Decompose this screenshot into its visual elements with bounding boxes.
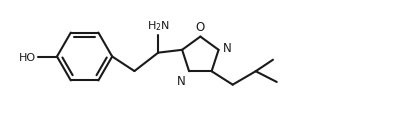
Text: N: N [222,42,231,55]
Text: O: O [195,21,204,33]
Text: N: N [177,75,186,88]
Text: H$_2$N: H$_2$N [147,19,170,33]
Text: HO: HO [19,52,36,62]
